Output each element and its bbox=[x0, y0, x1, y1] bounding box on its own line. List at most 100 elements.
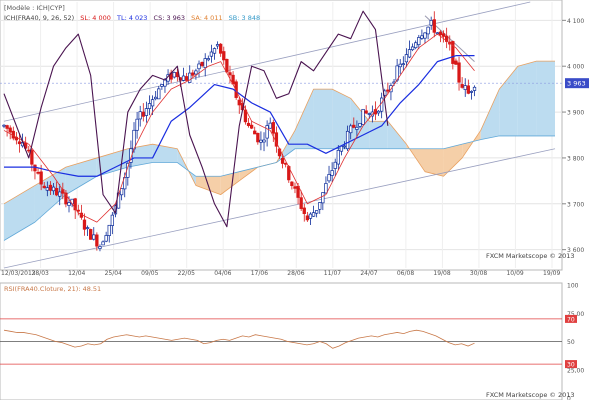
rsi-tick-label: 75,00 bbox=[567, 311, 584, 318]
candle-body-up bbox=[342, 145, 347, 148]
candle-body-up bbox=[110, 214, 114, 226]
candle bbox=[89, 228, 93, 240]
candle-body-up bbox=[67, 202, 71, 206]
price-watermark: FXCM Marketscope © 2013 bbox=[486, 252, 575, 260]
candle-body-down bbox=[95, 234, 99, 247]
candle bbox=[119, 188, 124, 201]
candle-body-down bbox=[299, 197, 303, 209]
candle-body-down bbox=[64, 192, 68, 205]
candle bbox=[401, 56, 405, 71]
candle-body-up bbox=[355, 126, 359, 130]
candle-body-up bbox=[135, 118, 139, 131]
candle bbox=[308, 212, 313, 226]
candle-body-up bbox=[314, 210, 319, 214]
candle-body-up bbox=[318, 202, 322, 210]
candle bbox=[181, 67, 186, 82]
candle-body-up bbox=[138, 111, 142, 120]
candle-body-up bbox=[209, 51, 214, 57]
model-label: [Modèle : ICH|CYP] bbox=[4, 4, 65, 12]
candle-body-up bbox=[259, 139, 263, 143]
candle bbox=[445, 27, 449, 49]
cloud-segment-bull bbox=[4, 185, 35, 241]
date-tick-label: 04/06 bbox=[214, 270, 231, 277]
candle bbox=[42, 182, 46, 189]
candle-body-up bbox=[265, 125, 269, 139]
candle-body-down bbox=[89, 229, 93, 240]
candle-body-down bbox=[451, 41, 455, 64]
candle bbox=[157, 85, 161, 100]
candle bbox=[432, 11, 436, 38]
cloud-segment-bull bbox=[313, 89, 333, 149]
candle-body-down bbox=[82, 219, 87, 230]
date-tick-label: 19/09 bbox=[543, 270, 560, 277]
candle-body-up bbox=[414, 42, 418, 49]
candle-body-up bbox=[435, 32, 440, 35]
candle bbox=[262, 132, 266, 152]
candle-body-up bbox=[330, 170, 334, 176]
cloud-segment-bull bbox=[369, 121, 388, 149]
candle-body-down bbox=[222, 51, 226, 61]
sa-value: SA: 4 011 bbox=[191, 14, 222, 22]
candle bbox=[85, 225, 90, 237]
candle bbox=[358, 122, 362, 129]
candle bbox=[265, 120, 269, 147]
candle-body-down bbox=[256, 132, 260, 143]
candle-body-down bbox=[27, 149, 31, 152]
candle-body-up bbox=[215, 44, 220, 47]
candle bbox=[318, 202, 322, 214]
price-tick-label: 3 700 bbox=[567, 201, 584, 208]
candle-body-down bbox=[457, 62, 461, 83]
candle bbox=[330, 162, 334, 182]
candle-body-down bbox=[237, 99, 241, 106]
candle-body-down bbox=[33, 164, 37, 172]
candle-body-down bbox=[253, 130, 257, 135]
candle-body-down bbox=[249, 124, 254, 129]
candle-body-up bbox=[107, 224, 111, 236]
candle-body-up bbox=[358, 122, 362, 127]
current-price-marker bbox=[565, 78, 589, 89]
candle-body-down bbox=[352, 124, 356, 128]
sb-value: SB: 3 848 bbox=[229, 14, 260, 22]
cloud-segment-bull bbox=[536, 61, 555, 136]
candle bbox=[364, 105, 368, 115]
candle bbox=[206, 55, 210, 62]
date-tick-label: 24/07 bbox=[360, 270, 377, 277]
candle-body-down bbox=[454, 60, 458, 65]
date-tick-label: 12/03/2013 bbox=[1, 270, 36, 277]
candle bbox=[45, 181, 49, 197]
candle-body-up bbox=[401, 63, 405, 66]
candle bbox=[135, 111, 139, 139]
rsi-level-badge bbox=[565, 360, 577, 369]
date-tick-label: 19/08 bbox=[433, 270, 450, 277]
ichimoku-cloud bbox=[3, 60, 555, 241]
candle bbox=[420, 29, 424, 40]
candle bbox=[154, 91, 158, 101]
candle bbox=[472, 85, 477, 97]
candle bbox=[212, 47, 217, 60]
candle-body-up bbox=[463, 85, 467, 90]
candle bbox=[404, 48, 409, 68]
tenkan-line bbox=[3, 33, 475, 223]
candle bbox=[222, 46, 226, 65]
candle-body-down bbox=[432, 19, 436, 33]
candle-body-down bbox=[8, 127, 12, 133]
candle bbox=[107, 224, 111, 243]
candle bbox=[191, 69, 195, 78]
candle-body-up bbox=[104, 235, 108, 242]
rsi-tick-label: 50 bbox=[567, 339, 575, 346]
candle bbox=[5, 124, 9, 137]
candle-body-up bbox=[376, 110, 381, 114]
candle-body-up bbox=[58, 191, 62, 197]
rsi-level-badge bbox=[565, 314, 577, 323]
candle-body-down bbox=[460, 84, 464, 88]
candle bbox=[342, 141, 347, 150]
current-price-label: 3 963 bbox=[567, 80, 586, 88]
candle bbox=[197, 60, 201, 78]
candle bbox=[48, 181, 53, 195]
candle bbox=[376, 110, 381, 116]
candle-body-down bbox=[184, 76, 189, 81]
candle-body-down bbox=[17, 141, 22, 145]
cloud-segment-bull bbox=[387, 121, 407, 149]
